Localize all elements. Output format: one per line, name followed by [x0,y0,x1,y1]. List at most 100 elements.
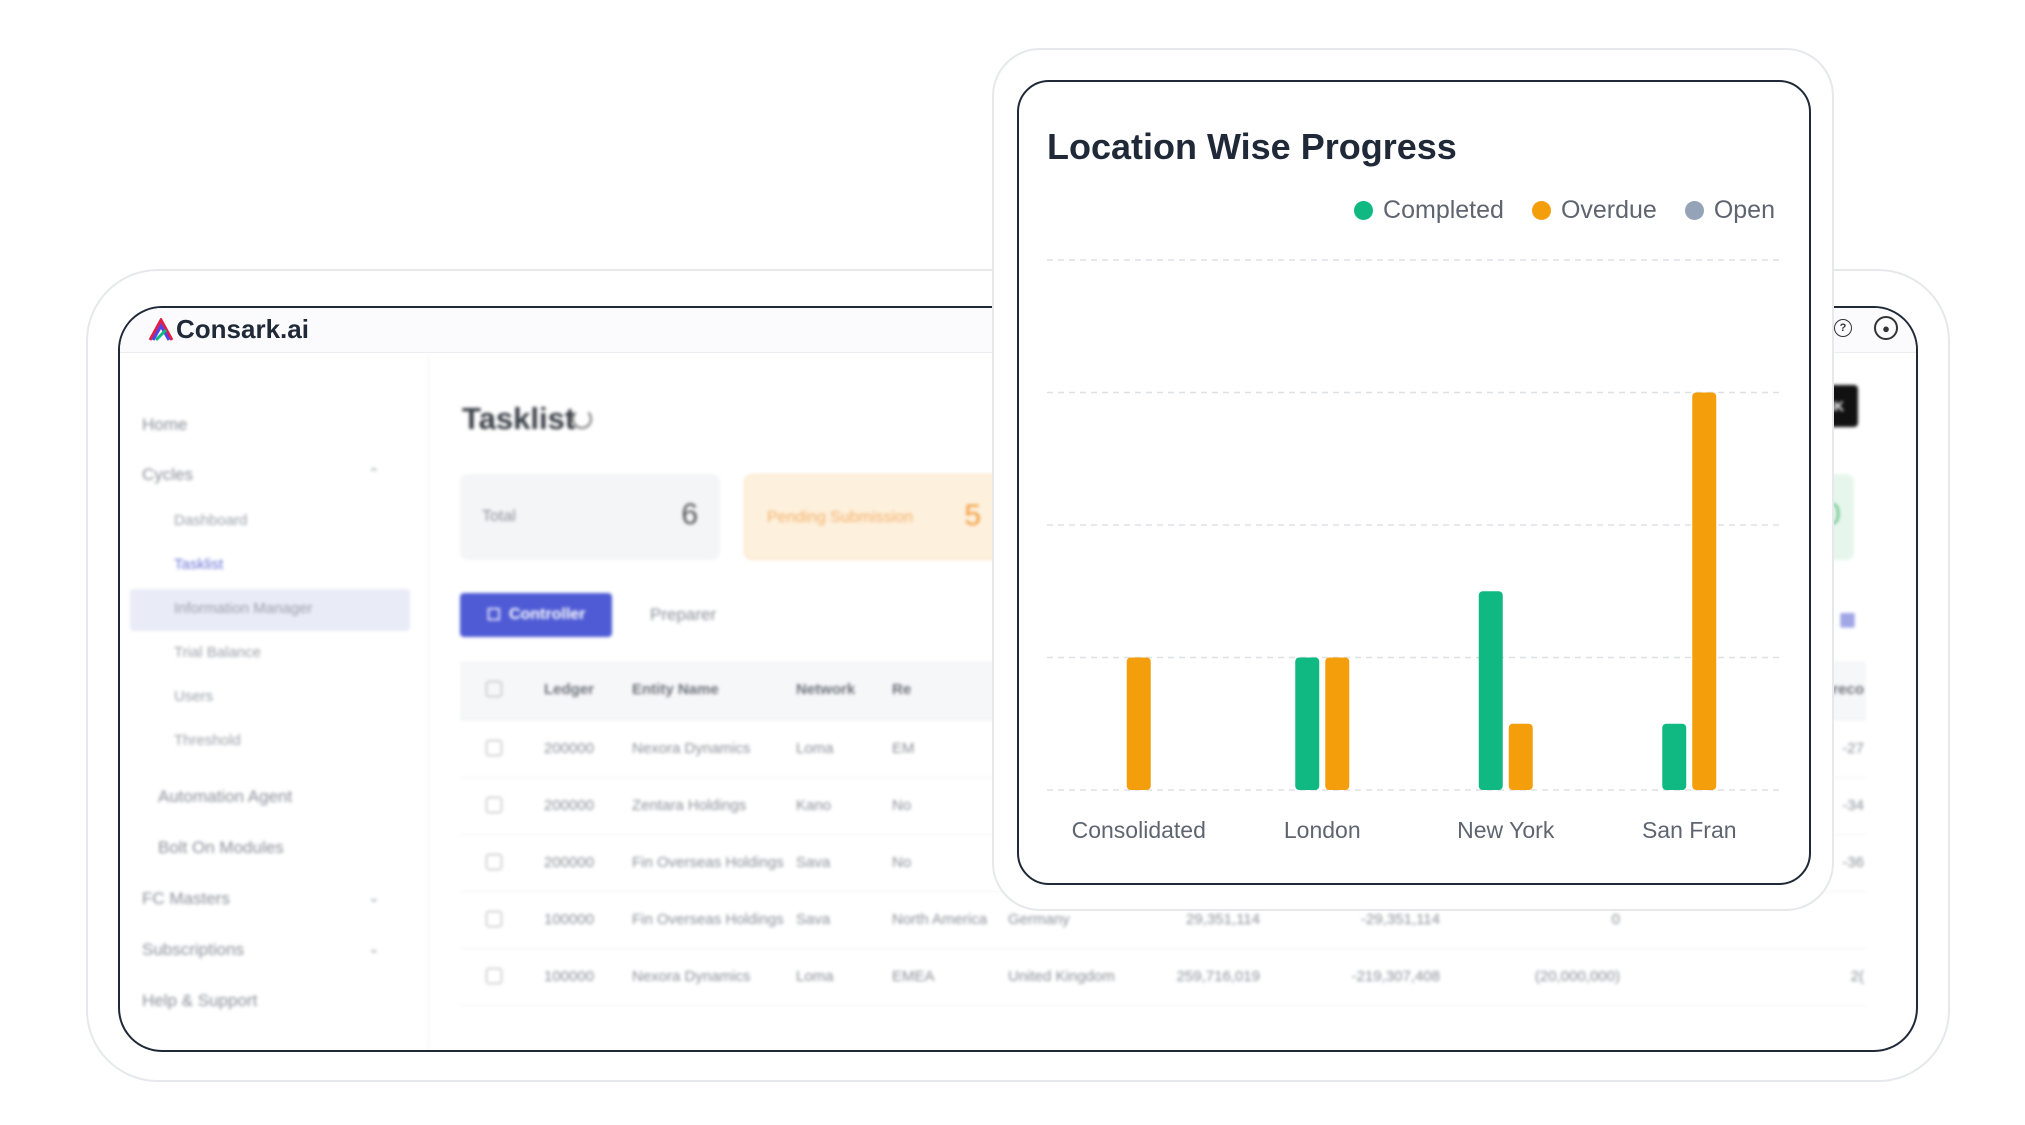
sidebar-active-highlight [130,589,410,631]
edit-icon: ☐ [486,607,501,624]
tab-preparer[interactable]: Preparer [650,605,717,624]
column-header-network[interactable]: Network [796,681,856,698]
sidebar-item-help-support[interactable]: Help & Support [142,991,258,1010]
bar-overdue [1692,392,1717,790]
legend-dot [1531,201,1551,220]
logo[interactable]: Consark.ai [148,314,309,345]
x-tick-label: London [1284,817,1361,843]
page-title: Tasklist [462,401,576,436]
table-cell: 100000 [544,911,595,928]
legend-item-completed[interactable]: Completed [1354,196,1504,225]
sidebar-item-trial-balance[interactable]: Trial Balance [174,644,261,661]
table-cell: -36 [1842,854,1864,871]
table-cell: Fin Overseas Holdings [632,911,784,928]
row-checkbox[interactable] [486,911,502,927]
table-row[interactable]: 100000 Nexora Dynamics Loma EMEA United King… [460,948,1866,1006]
logo-text: Consark.ai [176,314,309,344]
column-header-ledger[interactable]: Ledger [544,681,595,698]
table-cell: 259,716,019 [1176,968,1260,985]
table-cell: Sava [796,854,831,871]
legend-item-open[interactable]: Open [1684,196,1775,225]
sidebar-item-information-manager[interactable]: Information Manager [174,600,313,617]
bar-overdue [1325,657,1350,790]
sidebar-item-threshold[interactable]: Threshold [174,732,241,749]
legend-label: Completed [1383,196,1504,224]
table-cell: Loma [796,740,834,757]
table-cell: (20,000,000) [1534,968,1620,985]
table-row[interactable]: 100000 Fin Overseas Holdings Sava North Ame… [460,891,1866,949]
table-cell: 29,351,114 [1186,911,1260,928]
table-cell: EM [892,740,915,757]
x-tick-label: San Fran [1642,817,1737,843]
column-header-entity-name[interactable]: Entity Name [632,681,719,698]
stat-card-total: Total 6 [460,474,720,560]
table-cell: EMEA [892,968,935,985]
table-cell: Loma [796,968,834,985]
sidebar-item-users[interactable]: Users [174,688,214,705]
chevron-down-icon[interactable]: ⌄ [368,940,380,956]
help-icon[interactable]: ? [1834,319,1852,337]
table-cell: -34 [1842,797,1864,814]
row-checkbox[interactable] [486,740,502,756]
table-cell: -219,307,408 [1351,968,1440,985]
table-cell: No [892,797,912,814]
stat-value: 5 [964,499,981,532]
table-cell: 100000 [544,968,595,985]
table-cell: 0 [1611,911,1620,928]
table-cell: 2( [1850,968,1864,985]
select-all-checkbox[interactable] [486,681,502,697]
sidebar-item-dashboard[interactable]: Dashboard [174,512,248,529]
user-icon[interactable]: ● [1874,316,1898,340]
row-checkbox[interactable] [486,968,502,984]
table-cell: Kano [796,797,832,814]
location-progress-card: Location Wise Progress Completed Overdue… [1017,80,1811,885]
sidebar-item-subscriptions[interactable]: Subscriptions [142,940,245,959]
table-cell: Nexora Dynamics [632,740,751,757]
table-cell: Nexora Dynamics [632,968,751,985]
table-cell: 200000 [544,797,595,814]
sidebar-item-cycles[interactable]: Cycles [142,465,194,484]
stat-label: Pending Submission [767,509,913,526]
bar-completed [1478,591,1503,790]
table-cell: No [892,854,912,871]
chart-legend: Completed Overdue Open [1354,196,1775,225]
sidebar-item-home[interactable]: Home [142,415,188,434]
legend-label: Open [1713,196,1775,224]
table-cell: Zentara Holdings [632,797,747,814]
chart-title: Location Wise Progress [1047,126,1457,167]
chevron-up-icon[interactable]: ⌃ [368,465,380,481]
table-cell: 200000 [544,854,595,871]
bar-overdue [1126,657,1151,790]
grid-view-icon[interactable]: ▦ [1838,609,1856,629]
table-cell: North America [892,911,988,928]
legend-label: Overdue [1560,196,1657,224]
tab-controller[interactable]: ☐ Controller [460,593,612,637]
bar-overdue [1508,723,1533,790]
stat-card-pending: Pending Submission 5 [744,474,1004,560]
row-checkbox[interactable] [486,854,502,870]
sidebar-item-tasklist[interactable]: Tasklist [174,556,224,573]
bar-completed [1662,723,1687,790]
chevron-down-icon[interactable]: ⌄ [368,889,380,905]
legend-item-overdue[interactable]: Overdue [1531,196,1657,225]
table-cell: United Kingdom [1008,968,1115,985]
refresh-icon[interactable] [572,409,592,429]
x-tick-label: New York [1457,817,1555,843]
sidebar-item-bolt-on-modules[interactable]: Bolt On Modules [158,838,284,857]
column-header-region[interactable]: Re [892,681,912,698]
stat-label: Total [482,508,516,525]
x-tick-label: Consolidated [1072,817,1206,843]
logo-icon [148,317,174,341]
sidebar-item-automation-agent[interactable]: Automation Agent [158,787,293,806]
table-cell: -29,351,114 [1361,911,1440,928]
table-cell: 200000 [544,740,595,757]
table-cell: Sava [796,911,831,928]
bar-chart: Consolidated London New York San Fran [1047,259,1781,843]
legend-dot [1354,201,1374,220]
row-checkbox[interactable] [486,797,502,813]
table-cell: -27 [1842,740,1864,757]
sidebar-item-fc-masters[interactable]: FC Masters [142,889,230,908]
table-cell: Fin Overseas Holdings [632,854,784,871]
tab-label: Controller [508,606,586,623]
legend-dot [1684,201,1704,220]
